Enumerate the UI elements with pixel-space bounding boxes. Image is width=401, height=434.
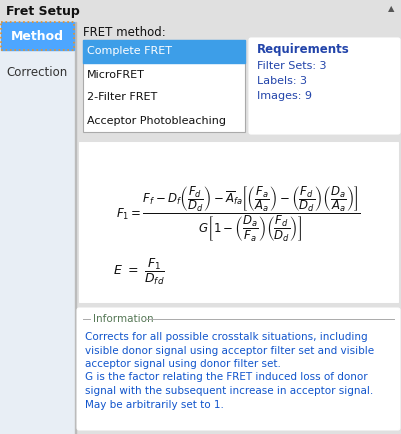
Text: Corrects for all possible crosstalk situations, including: Corrects for all possible crosstalk situ… — [85, 332, 367, 342]
Bar — [1, 22, 74, 50]
Bar — [75, 22, 76, 434]
Text: signal with the subsequent increase in acceptor signal.: signal with the subsequent increase in a… — [85, 386, 372, 396]
Bar — [0, 0, 401, 22]
Text: Method: Method — [11, 30, 64, 43]
Text: Filter Sets: 3: Filter Sets: 3 — [256, 61, 326, 71]
Text: FRET method:: FRET method: — [83, 26, 165, 39]
Text: MicroFRET: MicroFRET — [87, 69, 144, 79]
Text: G is the factor relating the FRET induced loss of donor: G is the factor relating the FRET induce… — [85, 372, 367, 382]
Text: 2-Filter FRET: 2-Filter FRET — [87, 92, 157, 102]
Text: $F_1 = \dfrac{F_f - D_f\left(\dfrac{F_d}{D_d}\right) - \overline{A}_{fa}\left[\l: $F_1 = \dfrac{F_f - D_f\left(\dfrac{F_d}… — [116, 184, 360, 244]
Text: Labels: 3: Labels: 3 — [256, 76, 306, 86]
Text: Fret Setup: Fret Setup — [6, 4, 79, 17]
Text: $E \ = \ \dfrac{F_1}{D_{fd}}$: $E \ = \ \dfrac{F_1}{D_{fd}}$ — [113, 257, 164, 287]
Text: Images: 9: Images: 9 — [256, 91, 311, 101]
Text: Complete FRET: Complete FRET — [87, 46, 172, 56]
Bar — [83, 40, 244, 132]
Text: Information: Information — [93, 314, 153, 324]
Bar — [0, 22, 75, 434]
Text: Correction: Correction — [7, 66, 68, 79]
Text: May be arbitrarily set to 1.: May be arbitrarily set to 1. — [85, 400, 223, 410]
Bar — [1, 22, 74, 50]
Text: Requirements: Requirements — [256, 43, 349, 56]
FancyBboxPatch shape — [77, 308, 399, 430]
Bar — [83, 40, 244, 63]
Bar — [79, 142, 397, 302]
Text: visible donor signal using acceptor filter set and visible: visible donor signal using acceptor filt… — [85, 345, 373, 355]
Bar — [83, 40, 244, 132]
Text: ▲: ▲ — [387, 4, 393, 13]
Text: acceptor signal using donor filter set.: acceptor signal using donor filter set. — [85, 359, 280, 369]
Text: Acceptor Photobleaching: Acceptor Photobleaching — [87, 115, 225, 125]
FancyBboxPatch shape — [248, 38, 399, 134]
